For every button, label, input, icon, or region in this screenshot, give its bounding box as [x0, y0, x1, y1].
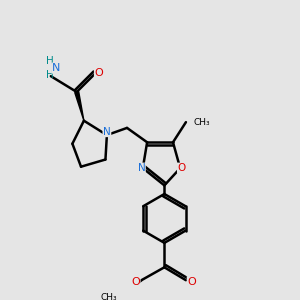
Text: CH₃: CH₃	[194, 118, 211, 127]
Text: O: O	[94, 68, 103, 78]
Text: H: H	[46, 70, 53, 80]
Text: H: H	[46, 56, 53, 66]
Text: N: N	[52, 63, 60, 73]
Text: O: O	[187, 277, 196, 287]
Text: N: N	[137, 163, 145, 173]
Polygon shape	[75, 92, 84, 121]
Text: CH₃: CH₃	[100, 293, 117, 300]
Text: O: O	[131, 277, 140, 287]
Text: O: O	[178, 163, 186, 173]
Text: N: N	[103, 127, 111, 136]
